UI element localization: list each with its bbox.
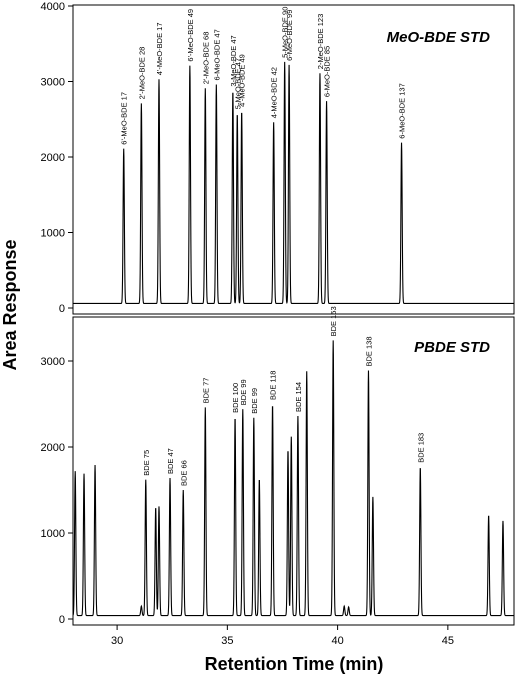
meo-bde-peak-label: 6-MeO-BDE 85 <box>323 46 332 97</box>
x-axis: 30 35 40 45 <box>111 625 454 647</box>
pbde-peak-label: BDE 183 <box>416 433 425 463</box>
bottom-panel-frame <box>72 316 515 626</box>
y-tick-label: 4000 <box>41 1 65 13</box>
meo-bde-peak-label: 6-MeO-BDE 99 <box>285 10 294 61</box>
x-tick-label: 45 <box>442 635 454 647</box>
meo-bde-peak-label: 5-MeO-BDE 90 <box>281 7 290 58</box>
top-panel-title: MeO-BDE STD <box>387 29 491 46</box>
y-tick-label: 3000 <box>41 356 65 368</box>
meo-bde-peak-label: 6'-MeO-BDE 49 <box>186 9 195 62</box>
meo-bde-peak-label: 2'-MeO-BDE 68 <box>201 32 210 85</box>
meo-bde-peak-labels: 6'-MeO-BDE 17 2'-MeO-BDE 28 4'-MeO-BDE 17 6… <box>120 7 407 145</box>
y-tick-label: 1000 <box>41 228 65 240</box>
top-y-axis: 0 1000 2000 3000 4000 <box>41 1 73 315</box>
pbde-peak-label: BDE 66 <box>179 460 188 486</box>
pbde-peak-label: BDE 77 <box>201 378 210 404</box>
meo-bde-peak-label: 2-MeO-BDE 123 <box>316 14 325 69</box>
meo-bde-peak-label: 4'-MeO-BDE 17 <box>155 22 164 75</box>
pbde-trace <box>72 340 514 617</box>
meo-bde-peak-label: 4'-MeO-BDE 49 <box>238 54 247 107</box>
pbde-peak-label: BDE 99 <box>250 388 259 414</box>
meo-bde-peak-label: 5-MeO-BDE 47 <box>233 58 242 109</box>
x-tick-label: 40 <box>331 635 343 647</box>
pbde-peak-label: BDE 118 <box>269 371 278 400</box>
pbde-peak-label: BDE 138 <box>365 336 374 366</box>
y-tick-label: 0 <box>59 614 65 626</box>
y-tick-label: 2000 <box>41 442 65 454</box>
y-axis-title: Area Response <box>0 239 20 370</box>
meo-bde-peak-label: 6-MeO-BDE 47 <box>212 29 221 80</box>
bottom-panel-title: PBDE STD <box>414 339 490 356</box>
y-tick-label: 3000 <box>41 77 65 89</box>
pbde-peak-label: BDE 75 <box>142 450 151 476</box>
bottom-y-axis: 0 1000 2000 3000 <box>41 356 73 626</box>
pbde-peak-label: BDE 100 <box>231 383 240 413</box>
meo-bde-trace <box>73 61 514 305</box>
top-panel-frame <box>72 4 515 315</box>
x-tick-label: 30 <box>111 635 123 647</box>
meo-bde-peak-label: 3-MeO-BDE 47 <box>229 35 238 86</box>
meo-bde-peak-label: 4-MeO-BDE 42 <box>270 67 279 118</box>
x-axis-title: Retention Time (min) <box>205 654 384 674</box>
y-tick-label: 2000 <box>41 152 65 164</box>
y-tick-label: 1000 <box>41 528 65 540</box>
pbde-peak-label: BDE 47 <box>166 448 175 474</box>
meo-bde-peak-label: 6'-MeO-BDE 17 <box>120 92 129 145</box>
pbde-peak-label: BDE 154 <box>294 382 303 412</box>
meo-bde-peak-label: 6-MeO-BDE 137 <box>398 83 407 138</box>
pbde-peak-label: BDE 99 <box>239 379 248 405</box>
meo-bde-peak-label: 2'-MeO-BDE 28 <box>137 47 146 100</box>
y-tick-label: 0 <box>59 303 65 315</box>
x-tick-label: 35 <box>221 635 233 647</box>
pbde-peak-label: BDE 153 <box>329 306 338 336</box>
